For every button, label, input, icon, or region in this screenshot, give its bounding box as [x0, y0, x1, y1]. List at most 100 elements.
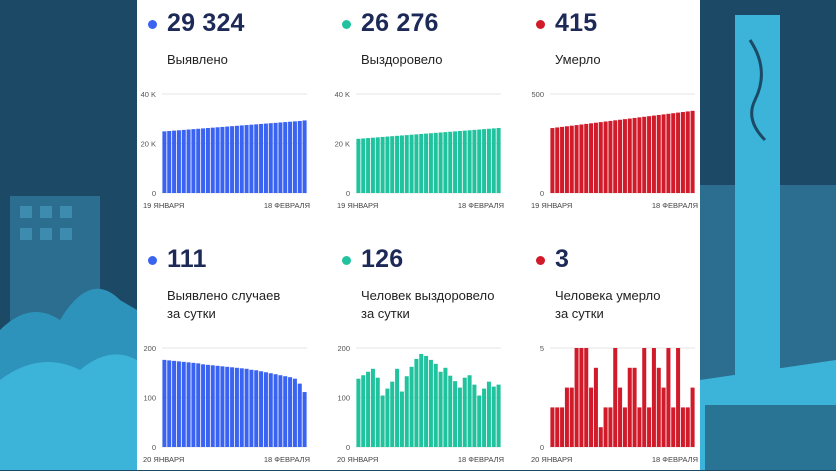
- bar: [191, 129, 196, 193]
- bar: [622, 407, 627, 447]
- bar: [685, 111, 690, 193]
- bar: [409, 366, 414, 447]
- y-tick-label: 0: [346, 189, 350, 198]
- bar: [632, 367, 637, 447]
- bar: [297, 120, 302, 193]
- bar: [680, 112, 685, 193]
- x-end-label: 18 ФЕВРАЛЯ: [652, 201, 698, 210]
- bar-chart: 0 20 K 40 K 19 ЯНВАРЯ 18 ФЕВРАЛЯ: [141, 90, 310, 210]
- bar: [176, 130, 181, 193]
- bar: [584, 348, 589, 447]
- bar: [486, 128, 491, 193]
- bar: [395, 368, 400, 447]
- stat-card-deaths: 415 Умерло 0 500 19 ЯНВАРЯ 18 ФЕВРАЛЯ: [525, 0, 705, 235]
- bar: [603, 121, 608, 193]
- bar: [680, 407, 685, 447]
- bar: [472, 129, 477, 193]
- bar: [361, 375, 366, 447]
- bar: [380, 395, 385, 447]
- stat-value: 26 276: [361, 9, 439, 37]
- bar: [196, 128, 201, 193]
- x-start-label: 20 ЯНВАРЯ: [337, 455, 378, 464]
- bar: [356, 378, 361, 447]
- bar: [390, 381, 395, 447]
- bar: [443, 367, 448, 447]
- bar-chart: 0 100 200 20 ЯНВАРЯ 18 ФЕВРАЛЯ: [143, 344, 310, 464]
- bar: [278, 375, 283, 447]
- bar: [390, 136, 395, 193]
- bar: [249, 369, 254, 447]
- y-tick-label: 40 K: [335, 90, 350, 99]
- bar: [656, 367, 661, 447]
- bar: [443, 132, 448, 193]
- y-tick-label: 0: [152, 443, 156, 452]
- bar: [467, 130, 472, 193]
- bar: [661, 387, 666, 447]
- bar: [482, 129, 487, 193]
- bar: [176, 361, 181, 447]
- legend-dot: [148, 20, 157, 29]
- bar: [366, 371, 371, 447]
- bar: [627, 367, 632, 447]
- bar: [453, 381, 458, 447]
- bar: [569, 125, 574, 193]
- bar: [292, 121, 297, 193]
- bar: [268, 373, 273, 447]
- bar: [201, 128, 206, 193]
- bar: [283, 376, 288, 447]
- bar: [676, 348, 681, 447]
- legend-dot: [536, 256, 545, 265]
- bar: [428, 359, 433, 447]
- bar: [268, 123, 273, 193]
- bar: [361, 138, 366, 193]
- bar: [690, 387, 695, 447]
- bar: [671, 407, 676, 447]
- bar: [205, 128, 210, 193]
- stat-card-daily-recovered: 126 Человек выздоровело за сутки 0 100 200 20 …: [331, 236, 511, 471]
- y-tick-label: 100: [143, 394, 156, 403]
- bar: [574, 125, 579, 193]
- stat-label-line2: за сутки: [361, 306, 410, 321]
- x-end-label: 18 ФЕВРАЛЯ: [458, 455, 504, 464]
- bar: [491, 128, 496, 193]
- stat-value: 126: [361, 245, 404, 273]
- stat-card-recovered: 26 276 Выздоровело 0 20 K 40 K 19 ЯНВАРЯ 18 ФЕ…: [331, 0, 511, 235]
- legend-dot: [342, 20, 351, 29]
- bar-chart: 0 500 19 ЯНВАРЯ 18 ФЕВРАЛЯ: [531, 90, 698, 210]
- stat-label: Выявлено: [167, 52, 228, 67]
- legend-dot: [536, 20, 545, 29]
- bar: [167, 360, 172, 448]
- x-start-label: 19 ЯНВАРЯ: [337, 201, 378, 210]
- bar: [366, 138, 371, 193]
- stat-value: 415: [555, 9, 598, 37]
- bar: [385, 388, 390, 447]
- stat-label: Выявлено случаев: [167, 288, 281, 303]
- bar: [409, 134, 414, 193]
- bar: [618, 387, 623, 447]
- y-tick-label: 20 K: [335, 140, 350, 149]
- bar: [433, 363, 438, 447]
- bar: [297, 383, 302, 447]
- y-tick-label: 200: [143, 344, 156, 353]
- bar: [685, 407, 690, 447]
- bar: [555, 127, 560, 193]
- bar: [627, 118, 632, 193]
- y-tick-label: 0: [152, 189, 156, 198]
- bar: [288, 377, 293, 447]
- stat-value: 111: [167, 245, 207, 273]
- bar: [220, 126, 225, 193]
- x-end-label: 18 ФЕВРАЛЯ: [264, 455, 310, 464]
- bar: [467, 375, 472, 447]
- y-tick-label: 100: [337, 394, 350, 403]
- bar: [438, 371, 443, 447]
- bar: [288, 121, 293, 193]
- bar: [618, 119, 623, 193]
- legend-dot: [342, 256, 351, 265]
- bar-chart: 0 20 K 40 K 19 ЯНВАРЯ 18 ФЕВРАЛЯ: [335, 90, 504, 210]
- bar: [404, 376, 409, 447]
- bar: [278, 122, 283, 193]
- bar: [647, 407, 652, 447]
- bar: [215, 127, 220, 193]
- bar: [462, 130, 467, 193]
- bar: [491, 386, 496, 447]
